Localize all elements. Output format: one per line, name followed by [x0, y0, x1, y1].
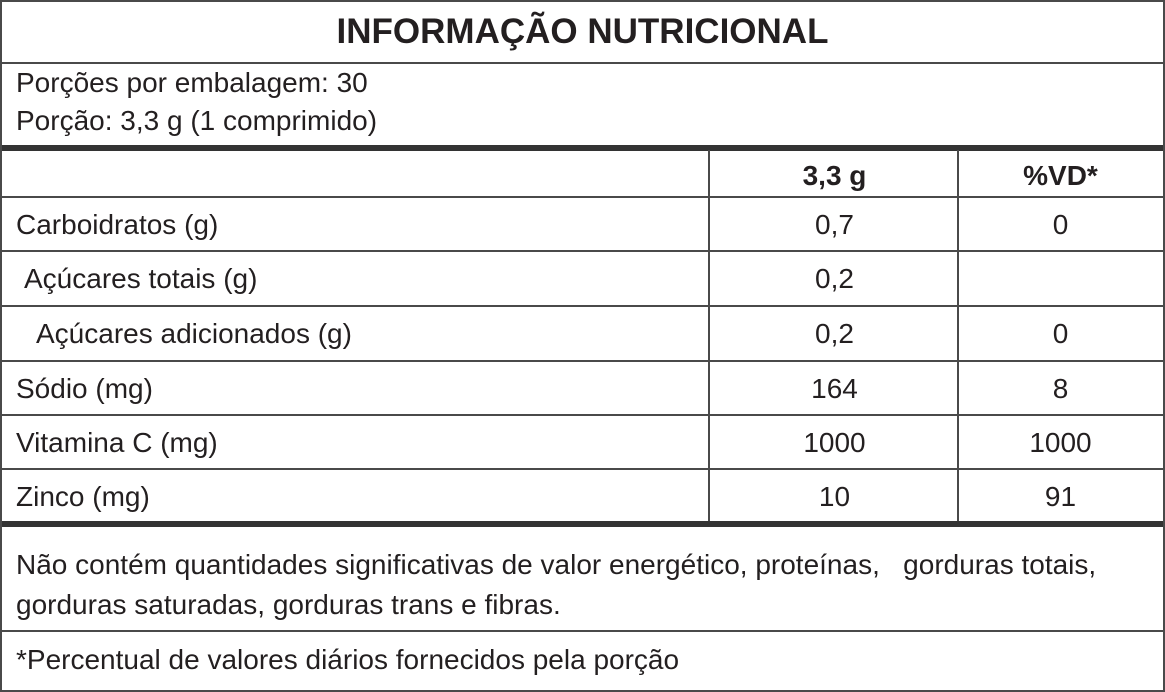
row-name: Vitamina C (mg) — [16, 427, 218, 458]
header-amount: 3,3 g — [802, 160, 867, 191]
row-amount: 0,2 — [815, 318, 854, 349]
divider — [2, 145, 1163, 151]
row-vd: 1000 — [1029, 427, 1092, 458]
divider — [2, 521, 1163, 527]
row-vd: 0 — [1052, 209, 1069, 240]
row-name: Açúcares totais (g) — [24, 263, 258, 294]
row-vd: 91 — [1044, 481, 1077, 512]
row-amount: 0,2 — [815, 263, 854, 294]
row-vd: 8 — [1052, 373, 1069, 404]
row-line — [2, 250, 1163, 252]
note: Não contém quantidades significativas de… — [16, 549, 1104, 620]
row-name: Zinco (mg) — [16, 481, 150, 512]
title: INFORMAÇÃO NUTRICIONAL — [336, 12, 829, 51]
servings: Porções por embalagem: 30 — [16, 67, 368, 98]
row-name: Sódio (mg) — [16, 373, 153, 404]
column-line — [957, 150, 959, 523]
footnote: *Percentual de valores diários fornecido… — [16, 644, 680, 675]
serving-size: Porção: 3,3 g (1 comprimido) — [16, 105, 378, 136]
row-amount: 0,7 — [815, 209, 854, 240]
column-line — [708, 150, 710, 523]
row-line — [2, 414, 1163, 416]
row-amount: 164 — [811, 373, 858, 404]
divider — [2, 630, 1163, 632]
row-vd: 0 — [1052, 318, 1069, 349]
row-line — [2, 468, 1163, 470]
divider — [2, 62, 1163, 64]
row-name: Carboidratos (g) — [16, 209, 219, 240]
row-line — [2, 360, 1163, 362]
row-line — [2, 305, 1163, 307]
row-name: Açúcares adicionados (g) — [36, 318, 352, 349]
row-line — [2, 196, 1163, 198]
row-amount: 10 — [818, 481, 851, 512]
row-amount: 1000 — [803, 427, 866, 458]
header-vd: %VD* — [1023, 160, 1098, 191]
